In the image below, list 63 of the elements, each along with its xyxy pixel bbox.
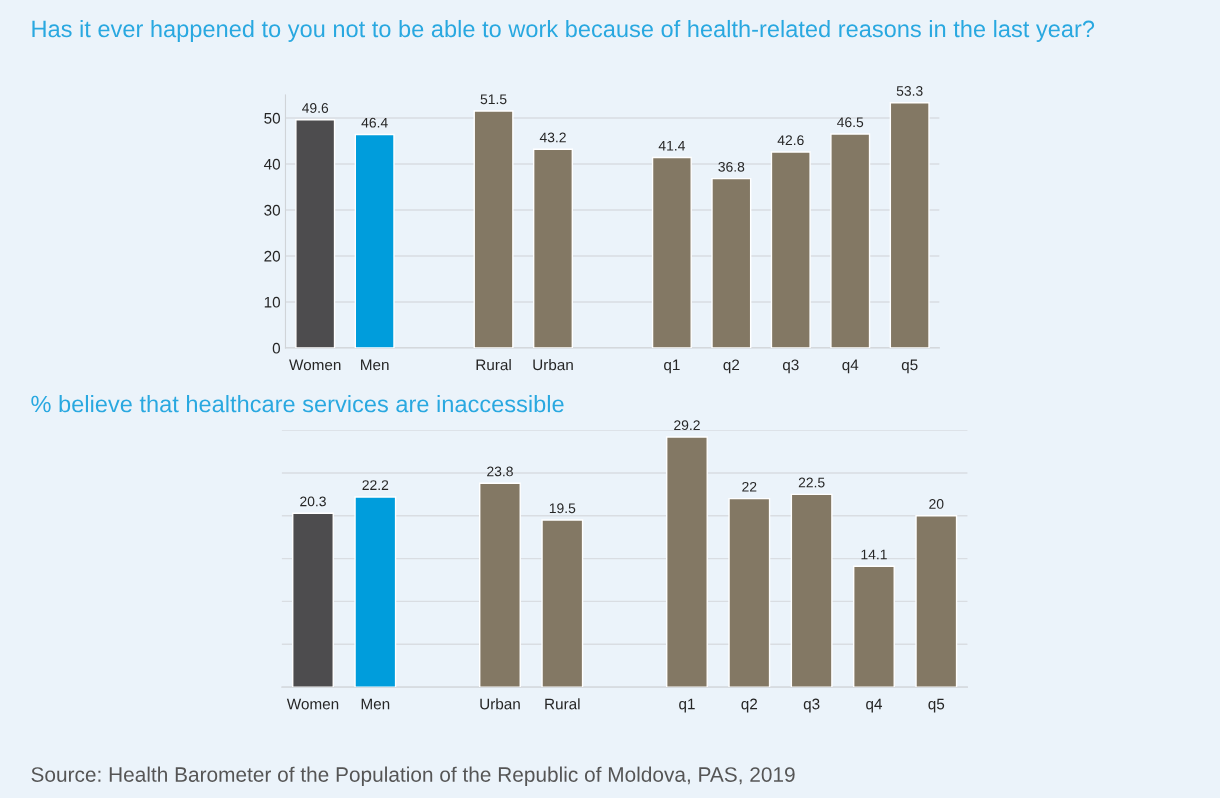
data-label: 23.8 <box>487 466 513 477</box>
x-tick-label: Women <box>286 698 339 710</box>
data-label: 53.3 <box>896 86 923 96</box>
y-tick-label: 10 <box>264 296 281 308</box>
x-tick-label: q1 <box>664 359 680 374</box>
data-label: 43.2 <box>539 132 566 143</box>
chart-title: % believe that healthcare services are inaccessible <box>31 395 564 413</box>
x-tick-label: Rural <box>476 359 511 371</box>
y-tick-label: 30 <box>264 204 281 216</box>
data-label: 41.4 <box>658 140 685 151</box>
x-tick-label: Urban <box>480 698 520 710</box>
source-note: Source: Health Barometer of the Population of the Republic of Moldova, PAS, 2019 <box>31 766 795 787</box>
data-label: 46.4 <box>361 117 388 128</box>
bar <box>473 110 514 348</box>
x-tick-label: q3 <box>803 698 820 713</box>
x-tick-label: q2 <box>723 359 740 374</box>
data-label: 22.2 <box>362 480 389 490</box>
data-label: 22.5 <box>798 477 825 488</box>
bar <box>354 133 395 348</box>
x-tick-label: Women <box>289 359 341 371</box>
y-tick-label: 40 <box>263 158 281 170</box>
x-tick-label: Men <box>361 359 389 371</box>
y-tick-label: 50 <box>264 112 281 124</box>
bar <box>292 512 334 688</box>
data-label: 20.3 <box>300 496 326 507</box>
data-label: 42.6 <box>777 135 804 146</box>
data-label: 46.5 <box>837 117 864 128</box>
bar <box>790 493 833 688</box>
bar <box>711 177 752 348</box>
x-tick-label: q4 <box>866 698 883 713</box>
x-tick-label: q4 <box>842 359 859 374</box>
bar <box>728 497 771 688</box>
data-label: 51.5 <box>480 94 507 105</box>
x-tick-label: Rural <box>545 698 580 710</box>
bar <box>295 119 336 348</box>
data-label: 36.8 <box>718 161 745 172</box>
bar <box>532 148 574 348</box>
data-label: 22 <box>742 481 757 492</box>
y-tick-label: 0 <box>272 342 281 354</box>
bar <box>479 482 521 688</box>
data-label: 14.1 <box>861 549 887 560</box>
bar <box>889 102 930 348</box>
data-label: 20 <box>929 499 944 509</box>
bar <box>666 436 708 688</box>
y-tick-label: 20 <box>264 250 281 262</box>
x-tick-label: q5 <box>901 359 918 374</box>
bar <box>915 515 958 688</box>
data-label: 49.6 <box>302 103 329 113</box>
x-tick-label: q1 <box>679 698 695 713</box>
chart-title: Has it ever happened to you not to be able to work because of health-related reasons in the last year? <box>32 19 1095 42</box>
x-tick-label: q2 <box>741 698 758 713</box>
bar <box>651 156 692 348</box>
x-tick-label: Men <box>361 698 390 710</box>
bar <box>770 151 811 348</box>
bar <box>853 565 895 688</box>
x-tick-label: q3 <box>782 359 799 374</box>
bar <box>830 133 871 348</box>
x-tick-label: Urban <box>533 359 573 371</box>
data-label: 19.5 <box>549 503 576 514</box>
bar <box>541 519 584 688</box>
data-label: 29.2 <box>674 420 700 431</box>
x-tick-label: q5 <box>928 698 945 713</box>
bar <box>354 496 397 688</box>
